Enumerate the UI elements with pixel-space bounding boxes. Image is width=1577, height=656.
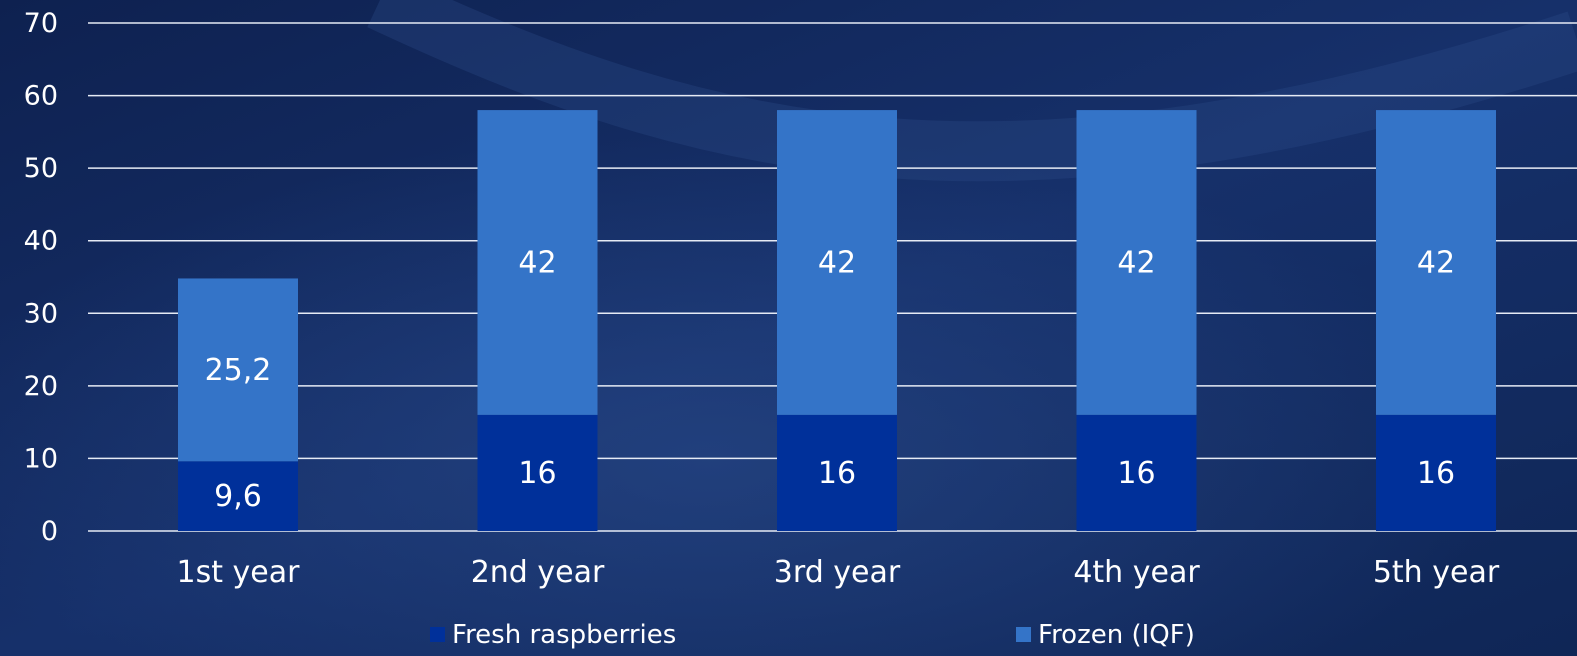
data-label: 42: [818, 245, 856, 280]
legend-swatch: [430, 627, 445, 642]
data-label: 16: [518, 456, 556, 491]
data-label: 16: [1417, 456, 1455, 491]
x-tick-label: 5th year: [1373, 555, 1500, 590]
bar-fresh-5: [1376, 414, 1496, 531]
y-tick-label: 60: [24, 81, 58, 112]
legend-swatch: [1016, 627, 1031, 642]
y-tick-label: 50: [24, 153, 58, 184]
bar-frozen-2: [477, 110, 598, 415]
y-tick-label: 10: [24, 443, 58, 474]
data-label: 16: [1117, 456, 1155, 491]
x-tick-label: 2nd year: [471, 555, 605, 590]
data-label: 42: [518, 245, 556, 280]
bar-fresh-4: [1076, 414, 1197, 531]
bar-frozen-5: [1376, 110, 1496, 415]
x-tick-label: 1st year: [177, 555, 301, 590]
bar-frozen-4: [1076, 110, 1197, 415]
data-label: 16: [818, 456, 856, 491]
x-tick-label: 4th year: [1073, 555, 1200, 590]
y-tick-label: 20: [24, 371, 58, 402]
legend-label: Fresh raspberries: [452, 620, 676, 650]
data-label: 9,6: [214, 479, 262, 514]
y-tick-label: 70: [24, 8, 58, 39]
bar-fresh-3: [777, 414, 897, 531]
bar-fresh-1: [178, 461, 298, 531]
legend-label: Frozen (IQF): [1038, 620, 1195, 650]
data-label: 42: [1417, 245, 1455, 280]
data-label: 25,2: [205, 353, 272, 388]
bar-frozen-1: [178, 278, 298, 462]
bar-fresh-2: [477, 414, 598, 531]
y-tick-label: 0: [41, 516, 58, 547]
bar-frozen-3: [777, 110, 897, 415]
y-tick-label: 30: [24, 298, 58, 329]
x-tick-label: 3rd year: [774, 555, 901, 590]
data-label: 42: [1117, 245, 1155, 280]
y-tick-label: 40: [24, 226, 58, 257]
